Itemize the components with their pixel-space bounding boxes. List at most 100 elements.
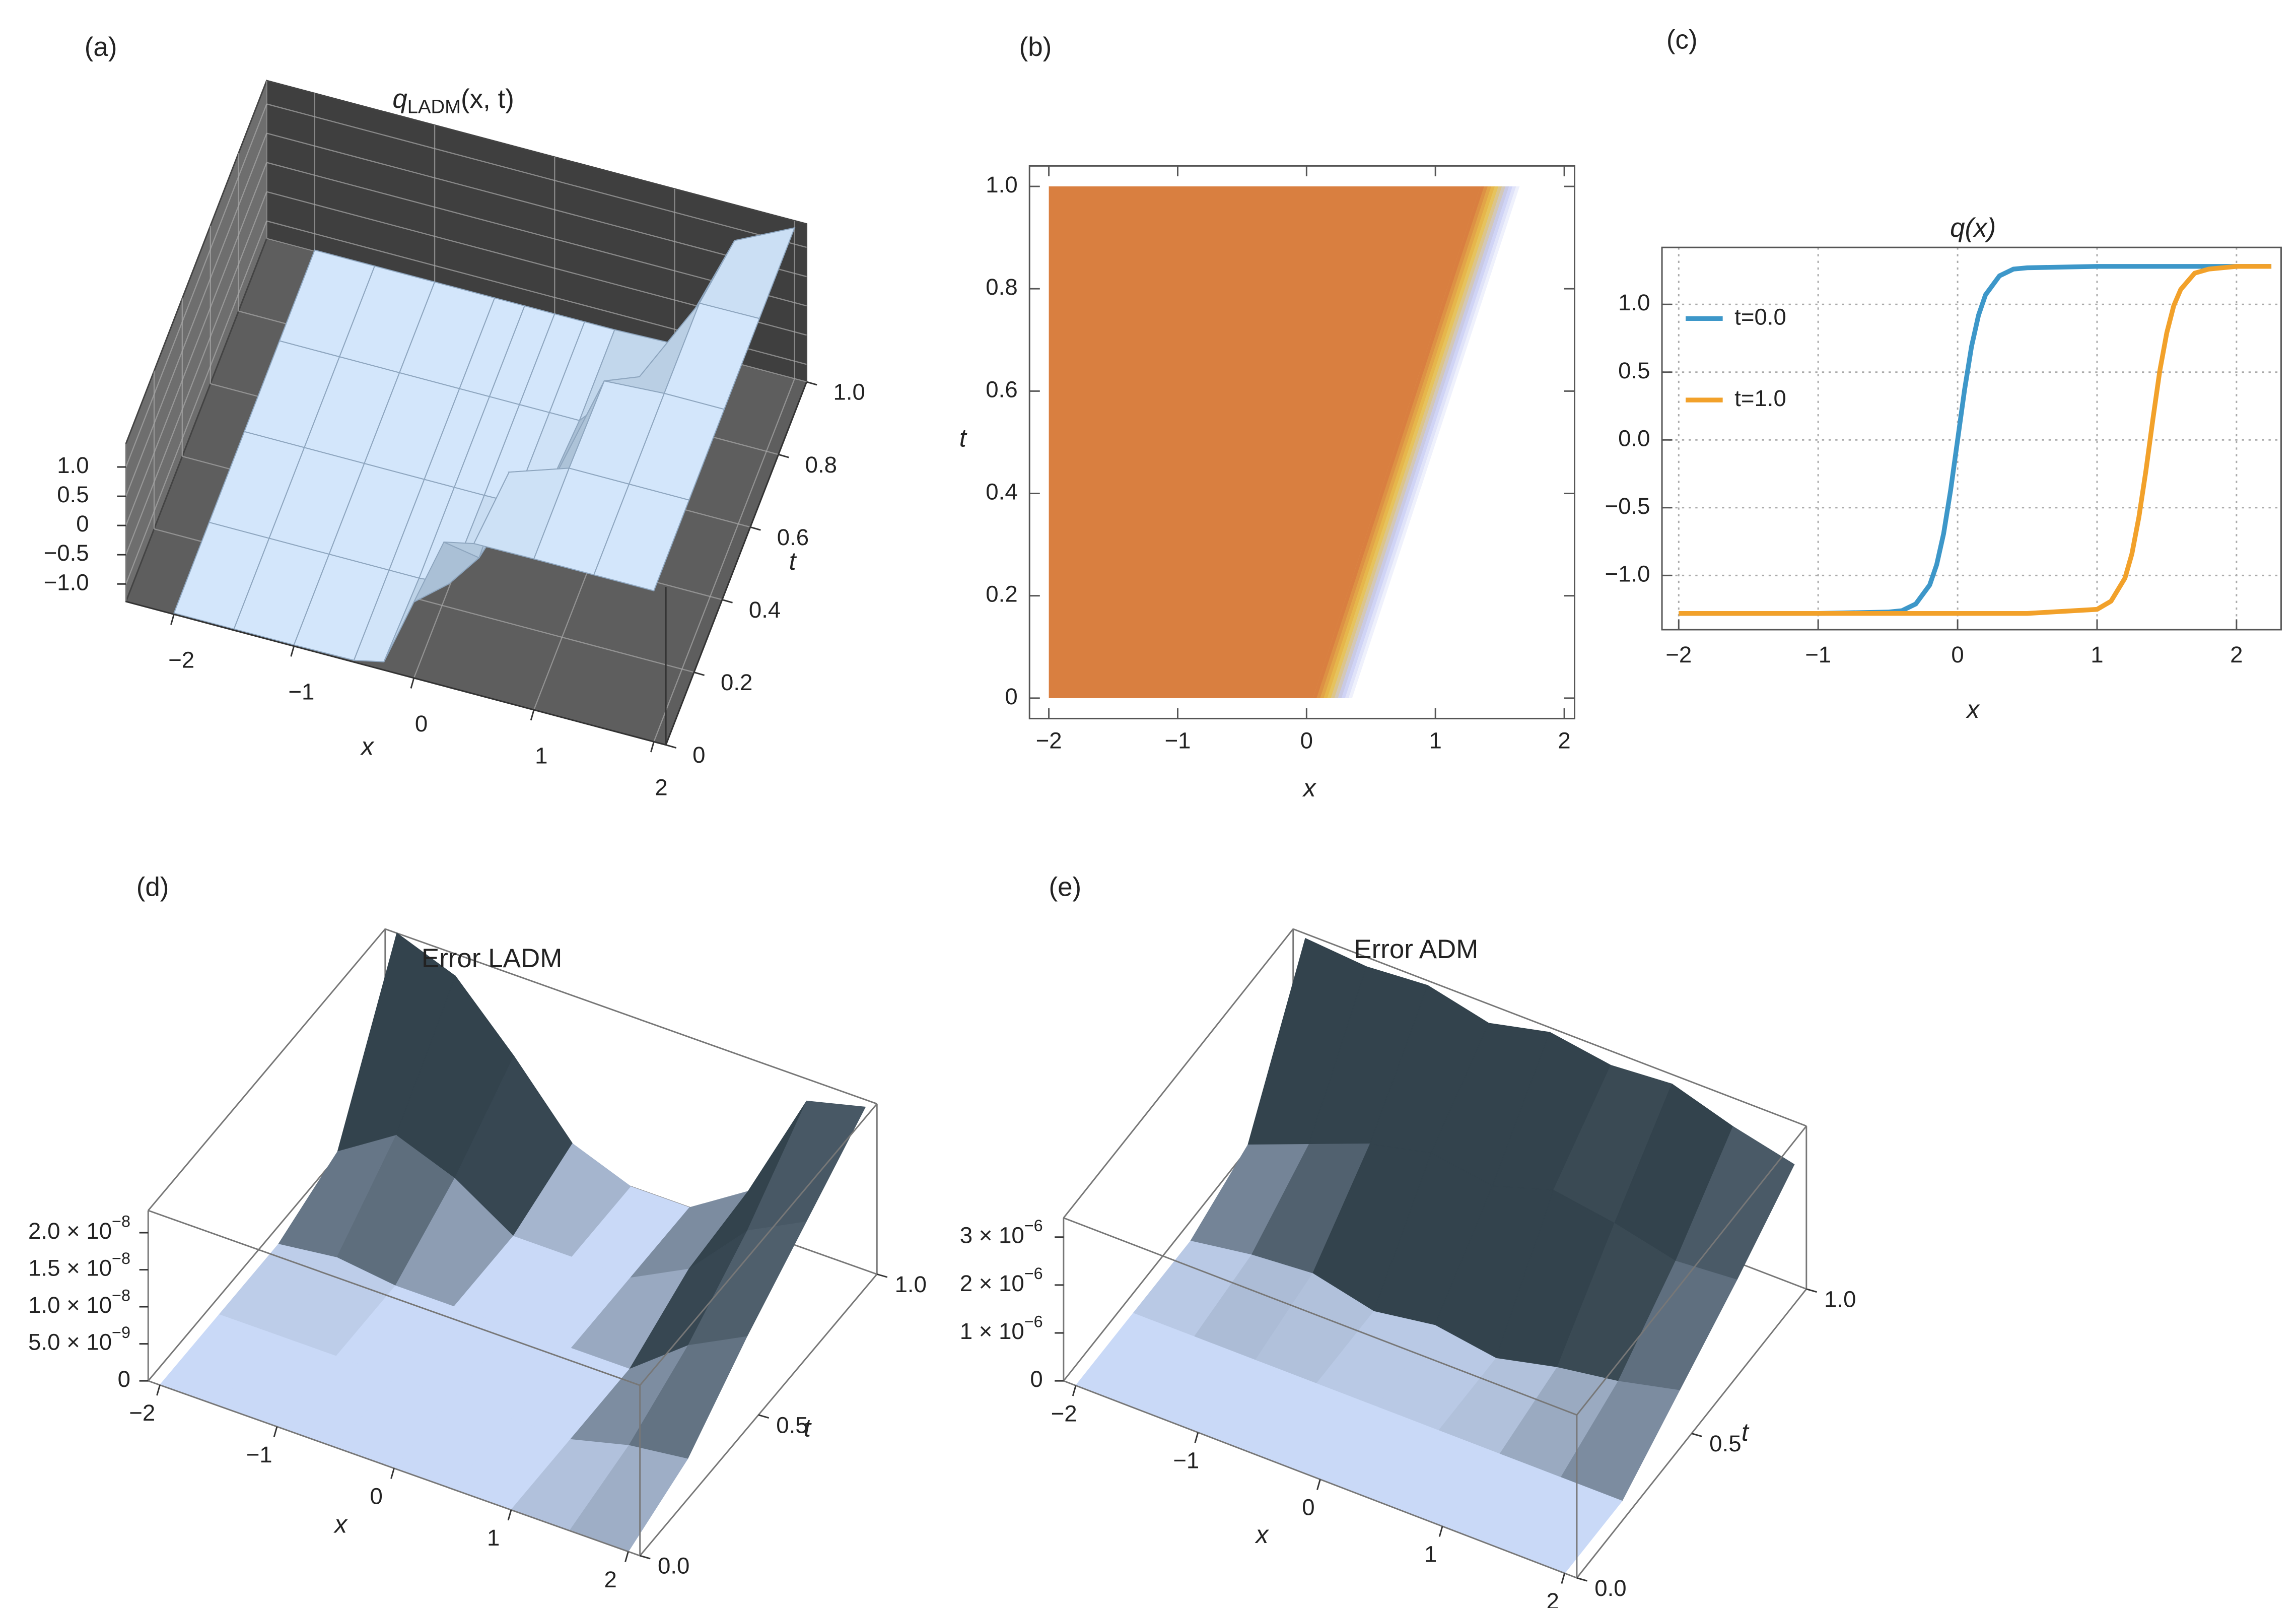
z-tick-label-text: 2.0 × 10 xyxy=(28,1218,112,1244)
y-tick-label: 1.0 xyxy=(1824,1286,1856,1312)
box-edge xyxy=(639,1103,878,1386)
z-tick-label-exponent: −8 xyxy=(112,1212,130,1230)
x-tick-label: −2 xyxy=(129,1400,155,1426)
box-edge xyxy=(148,928,386,1211)
y-tick xyxy=(1806,1288,1817,1293)
z-tick-label: 2.0 × 10−8 xyxy=(28,1212,130,1244)
box-edge xyxy=(125,600,666,746)
z-tick-label-text: 2 × 10 xyxy=(960,1270,1024,1296)
x-tick-label: 2 xyxy=(1546,1588,1559,1608)
wall-grid-line xyxy=(653,378,795,742)
z-tick-label: 0 xyxy=(76,511,89,537)
y-tick-label: 0.2 xyxy=(986,581,1017,607)
panel-label: (e) xyxy=(1049,873,1081,902)
y-tick-label: 0.0 xyxy=(1618,425,1650,451)
box-edge xyxy=(385,928,877,1105)
z-tick-label: 2 × 10−6 xyxy=(960,1264,1043,1296)
x-tick-label: 0 xyxy=(1300,728,1313,754)
x-tick xyxy=(1316,1479,1321,1490)
y-tick-label-text: 1.0 xyxy=(833,379,865,405)
x-tick-label-text: −1 xyxy=(1173,1447,1199,1473)
y-axis-label: t xyxy=(959,424,967,452)
x-tick xyxy=(170,614,175,625)
title-part: q xyxy=(392,84,407,114)
z-tick-label-text: 1 × 10 xyxy=(960,1318,1024,1344)
x-tick-label: −2 xyxy=(168,647,194,673)
series-line xyxy=(1679,264,2272,616)
box-edge xyxy=(1063,1217,1577,1416)
y-tick-label: 0.2 xyxy=(721,669,752,695)
x-tick-label-text: −2 xyxy=(1036,728,1062,754)
z-tick-label: 5.0 × 10−9 xyxy=(28,1323,130,1355)
x-tick-label: −1 xyxy=(1805,642,1831,667)
plot-frame xyxy=(1661,246,2282,631)
box-edge xyxy=(1063,928,1294,1219)
x-tick-label: 1 xyxy=(487,1525,500,1551)
x-tick-label: −1 xyxy=(288,679,314,705)
y-tick-label-text: 1.0 xyxy=(986,172,1017,197)
x-tick xyxy=(624,1551,629,1562)
y-tick-label: 0.5 xyxy=(1618,358,1650,383)
x-tick xyxy=(273,1426,278,1438)
legend-label: t=1.0 xyxy=(1734,385,1786,411)
x-axis-label: x xyxy=(1302,774,1317,802)
wall-grid-line xyxy=(266,103,807,248)
x-axis-label: x xyxy=(1255,1520,1269,1549)
chart-title: Error ADM xyxy=(1354,934,1478,964)
panel-label: (a) xyxy=(85,32,117,62)
x-axis-label: x xyxy=(360,732,375,760)
x-tick-label-text: −2 xyxy=(1051,1400,1077,1426)
series-line xyxy=(1679,264,2272,616)
x-tick-label: 2 xyxy=(2230,642,2243,667)
z-tick-label-exponent: −8 xyxy=(112,1286,130,1304)
plot-frame xyxy=(1028,165,1576,719)
box-edge xyxy=(639,1274,878,1557)
z-tick-label-text: 1.0 xyxy=(57,452,89,478)
y-tick xyxy=(778,453,789,458)
y-tick-label: −1.0 xyxy=(1605,561,1650,586)
chart-title: q(x) xyxy=(1950,213,1996,243)
y-tick-label-text: 0.0 xyxy=(1594,1575,1626,1601)
y-tick-label: 0.8 xyxy=(986,274,1017,300)
chart-title: Error LADM xyxy=(422,944,562,973)
x-tick xyxy=(290,646,295,657)
x-tick-label: 1 xyxy=(1429,728,1442,754)
box-edge xyxy=(665,381,807,746)
x-tick xyxy=(1194,1432,1199,1443)
y-tick-label: −0.5 xyxy=(1605,493,1650,519)
wall-grid-line xyxy=(266,132,807,278)
y-tick-label-text: 0.0 xyxy=(658,1553,689,1579)
y-tick-label: 0.4 xyxy=(986,479,1017,505)
chart-title: qLADM(x, t) xyxy=(392,84,514,118)
y-tick xyxy=(722,599,733,604)
z-tick-label-text: 5.0 × 10 xyxy=(28,1329,112,1355)
z-tick-label: 0 xyxy=(118,1366,130,1392)
x-tick xyxy=(507,1509,512,1521)
x-tick xyxy=(650,741,655,753)
legend-label: t=0.0 xyxy=(1734,304,1786,329)
x-tick-label: 1 xyxy=(535,743,547,768)
y-tick-label: 0.0 xyxy=(658,1553,689,1579)
x-tick-label: 2 xyxy=(1558,728,1570,754)
y-tick xyxy=(640,1555,651,1560)
y-tick-label: 0.4 xyxy=(749,597,781,623)
transition-band xyxy=(1313,186,1484,698)
panel-label: (c) xyxy=(1666,25,1698,54)
x-tick-label-text: −2 xyxy=(1665,642,1692,667)
y-tick-label: 0.6 xyxy=(986,376,1017,402)
z-tick-label-text: −1.0 xyxy=(44,569,89,595)
panel-label: (d) xyxy=(136,873,169,902)
x-tick xyxy=(530,709,535,721)
x-axis-label: x xyxy=(333,1510,348,1538)
x-tick xyxy=(410,678,415,689)
y-tick-label: 1.0 xyxy=(833,379,865,405)
wall-grid-line xyxy=(125,191,267,555)
y-tick-label-text: 1.0 xyxy=(895,1271,927,1297)
z-tick-label: −0.5 xyxy=(44,540,89,566)
z-tick-label-text: 1.0 × 10 xyxy=(28,1292,112,1318)
x-tick-label-text: −2 xyxy=(129,1400,155,1426)
z-tick-label: 1.5 × 10−8 xyxy=(28,1249,130,1281)
x-tick-label: −2 xyxy=(1665,642,1692,667)
y-axis-label: t xyxy=(804,1414,812,1442)
